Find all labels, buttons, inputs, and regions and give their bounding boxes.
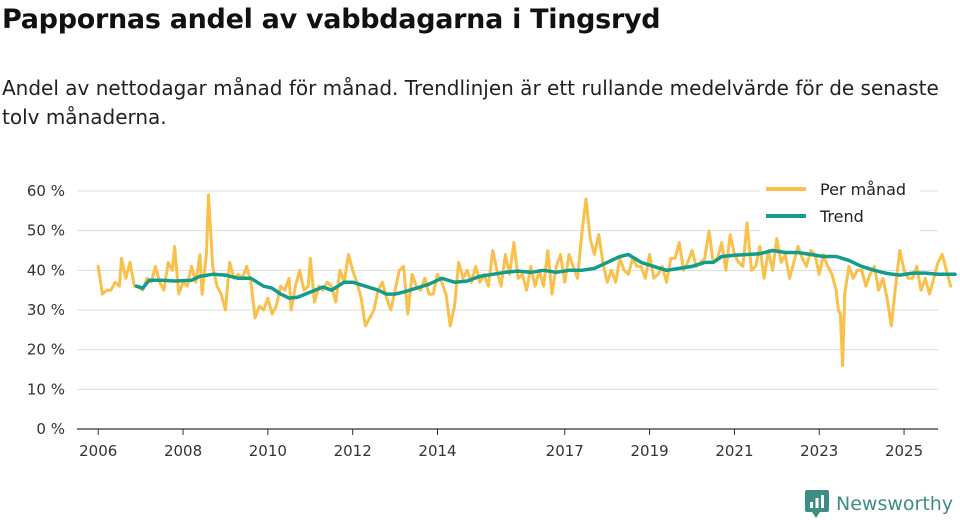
x-tick-label-4: 2014 <box>418 442 456 460</box>
legend-label-trend: Trend <box>819 207 864 226</box>
series-layer <box>96 193 957 367</box>
x-tick-label-1: 2008 <box>164 442 202 460</box>
chart-canvas: 0 % 10 % 20 % 30 % 40 % 50 % 60 % 2006 2008 2010 2… <box>27 180 957 460</box>
y-tick-label-1: 10 % <box>27 380 65 398</box>
x-tick-label-5: 2017 <box>546 442 584 460</box>
series-line-trend <box>134 248 957 300</box>
x-tick-label-2: 2010 <box>249 442 287 460</box>
x-tick-label-0: 2006 <box>79 442 117 460</box>
brand-name: Newsworthy <box>836 493 954 515</box>
y-tick-label-2: 20 % <box>27 341 65 359</box>
legend-label-per-manad: Per månad <box>820 180 906 199</box>
legend: Per månad Trend <box>760 180 920 232</box>
y-tick-label-5: 50 % <box>27 222 65 240</box>
x-tick-label-6: 2019 <box>630 442 668 460</box>
brand-logo: Newsworthy <box>804 489 953 519</box>
x-tick-label-3: 2012 <box>334 442 372 460</box>
newsworthy-logo-icon <box>805 490 829 518</box>
x-tick-label-7: 2021 <box>715 442 753 460</box>
y-tick-label-3: 30 % <box>27 301 65 319</box>
y-tick-label-4: 40 % <box>27 261 65 279</box>
axis-layer: 0 % 10 % 20 % 30 % 40 % 50 % 60 % 2006 2008 2010 2… <box>27 182 938 460</box>
chart-title: Pappornas andel av vabbdagarna i Tingsry… <box>2 4 661 35</box>
x-tick-label-9: 2025 <box>885 442 923 460</box>
chart-subtitle: Andel av nettodagar månad för månad. Tre… <box>2 76 939 129</box>
y-tick-label-0: 0 % <box>36 420 65 438</box>
x-tick-label-8: 2023 <box>800 442 838 460</box>
y-tick-label-6: 60 % <box>27 182 65 200</box>
